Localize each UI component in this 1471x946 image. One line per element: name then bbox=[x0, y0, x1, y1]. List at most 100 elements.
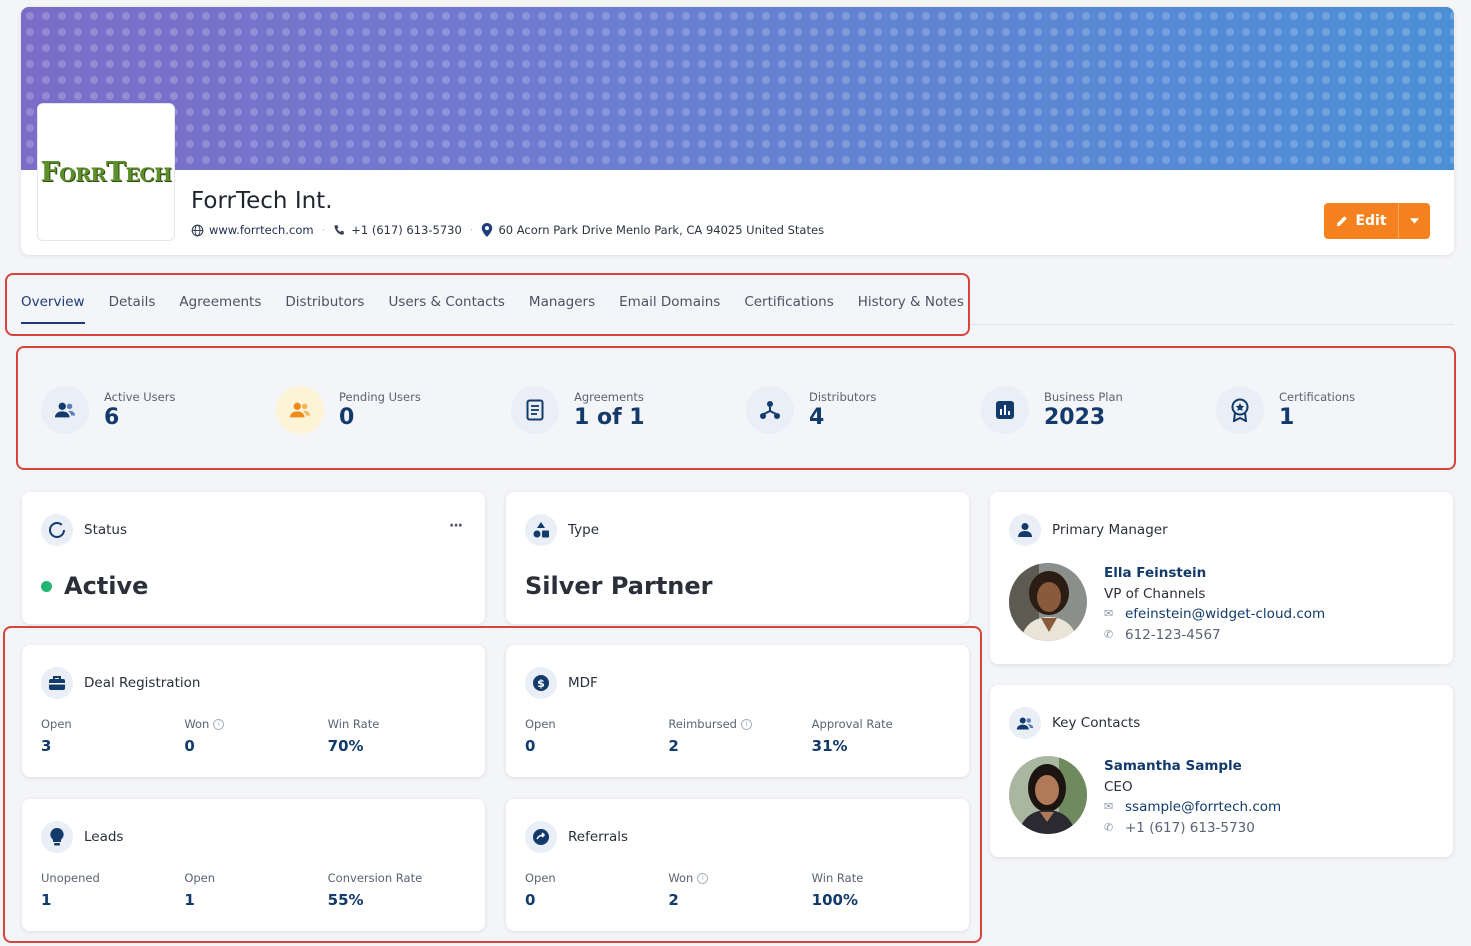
company-logo: ForrTech bbox=[37, 103, 175, 241]
company-name: ForrTech Int. bbox=[191, 188, 333, 214]
metric-win-rate: Win Rate 100% bbox=[811, 871, 864, 909]
badge-icon bbox=[1216, 386, 1264, 434]
contact-info: Samantha Sample CEO ✉ ssample@forrtech.co… bbox=[1104, 756, 1281, 838]
cover-banner bbox=[21, 7, 1454, 170]
stat-pending-users: Pending Users 0 bbox=[276, 386, 421, 434]
status-text: Active bbox=[64, 572, 149, 600]
stat-business-plan: Business Plan 2023 bbox=[981, 386, 1123, 434]
stat-certifications: Certifications 1 bbox=[1216, 386, 1355, 434]
briefcase-icon bbox=[41, 667, 73, 699]
leads-card: Leads Unopened 1 Open 1 Conversion Rate 55% bbox=[22, 799, 485, 931]
contact-role: CEO bbox=[1104, 778, 1133, 795]
network-icon bbox=[746, 386, 794, 434]
mdf-card: $ MDF Open 0 Reimbursed i 2 Approval Rate 31… bbox=[506, 645, 969, 777]
primary-manager-title: Primary Manager bbox=[1052, 522, 1168, 538]
more-options-button[interactable]: ··· bbox=[449, 518, 463, 534]
tab-agreements[interactable]: Agreements bbox=[179, 294, 262, 310]
avatar bbox=[1009, 756, 1087, 834]
referrals-card: Referrals Open 0 Won i 2 Win Rate 100% bbox=[506, 799, 969, 931]
company-header: ForrTech ForrTech Int. www.forrtech.com … bbox=[21, 7, 1454, 255]
contact-email[interactable]: ssample@forrtech.com bbox=[1125, 799, 1282, 815]
caret-down-icon bbox=[1410, 218, 1419, 224]
manager-name[interactable]: Ella Feinstein bbox=[1104, 565, 1207, 581]
stat-value: 1 of 1 bbox=[574, 405, 645, 430]
info-icon[interactable]: i bbox=[697, 872, 709, 884]
mdf-title: MDF bbox=[568, 675, 598, 691]
phone-icon bbox=[334, 224, 345, 235]
logo-text: ForrTech bbox=[40, 156, 172, 188]
contact-name[interactable]: Samantha Sample bbox=[1104, 758, 1242, 774]
metric-reimbursed: Reimbursed i 2 bbox=[668, 717, 811, 755]
phone-text[interactable]: +1 (617) 613-5730 bbox=[351, 223, 462, 237]
manager-info: Ella Feinstein VP of Channels ✉ efeinstei… bbox=[1104, 563, 1325, 645]
type-value: Silver Partner bbox=[525, 572, 713, 600]
document-icon bbox=[511, 386, 559, 434]
stat-label: Agreements bbox=[574, 390, 644, 404]
tab-distributors[interactable]: Distributors bbox=[285, 294, 365, 310]
metric-open: Open 0 bbox=[525, 871, 556, 909]
tab-bar: Overview Details Agreements Distributors… bbox=[21, 294, 988, 324]
referrals-title: Referrals bbox=[568, 829, 629, 845]
tab-managers[interactable]: Managers bbox=[528, 294, 596, 310]
stat-value: 4 bbox=[809, 405, 825, 430]
deal-registration-title: Deal Registration bbox=[84, 675, 201, 691]
person-icon bbox=[1009, 514, 1041, 546]
tab-divider bbox=[970, 324, 1454, 325]
users-icon bbox=[41, 386, 89, 434]
mail-icon: ✉ bbox=[1104, 607, 1114, 620]
stat-label: Active Users bbox=[104, 390, 176, 404]
metric-won: Won i 0 bbox=[184, 717, 327, 755]
type-card: Type Silver Partner bbox=[506, 492, 969, 624]
deal-registration-card: Deal Registration Open 3 Won i 0 Win Rate 70… bbox=[22, 645, 485, 777]
manager-email[interactable]: efeinstein@widget-cloud.com bbox=[1125, 606, 1326, 622]
website-link[interactable]: www.forrtech.com bbox=[209, 223, 314, 237]
leads-title: Leads bbox=[84, 829, 124, 845]
contacts-icon bbox=[1009, 707, 1041, 739]
key-contacts-title: Key Contacts bbox=[1052, 715, 1141, 731]
stat-value: 0 bbox=[339, 405, 355, 430]
manager-phone[interactable]: 612-123-4567 bbox=[1125, 626, 1221, 643]
tab-email-domains[interactable]: Email Domains bbox=[619, 294, 721, 310]
stat-label: Business Plan bbox=[1044, 390, 1123, 404]
phone-icon: ✆ bbox=[1104, 820, 1114, 834]
stat-label: Pending Users bbox=[339, 390, 421, 404]
stat-active-users: Active Users 6 bbox=[41, 386, 175, 434]
status-card: Status ··· Active bbox=[22, 492, 485, 624]
referral-icon bbox=[525, 821, 557, 853]
metric-approval-rate: Approval Rate 31% bbox=[811, 717, 893, 755]
status-dot bbox=[41, 580, 52, 592]
status-ring-icon bbox=[41, 514, 73, 546]
key-contacts-card: Key Contacts Samantha Sample CEO ✉ ssampl… bbox=[990, 685, 1453, 857]
company-meta: www.forrtech.com · +1 (617) 613-5730 · 6… bbox=[191, 223, 824, 237]
status-title: Status bbox=[84, 522, 128, 538]
edit-label: Edit bbox=[1355, 213, 1387, 229]
metric-open: Open 1 bbox=[184, 871, 216, 909]
stat-label: Distributors bbox=[809, 390, 877, 404]
avatar bbox=[1009, 563, 1087, 641]
tab-users-contacts[interactable]: Users & Contacts bbox=[388, 294, 505, 310]
info-icon[interactable]: i bbox=[213, 718, 225, 730]
tab-certifications[interactable]: Certifications bbox=[744, 294, 834, 310]
tab-overview[interactable]: Overview bbox=[21, 294, 85, 324]
phone-icon: ✆ bbox=[1104, 627, 1114, 641]
pencil-icon bbox=[1337, 215, 1348, 226]
contact-phone[interactable]: +1 (617) 613-5730 bbox=[1125, 819, 1255, 836]
stat-value: 6 bbox=[104, 405, 120, 430]
location-pin-icon bbox=[482, 223, 493, 237]
primary-manager-card: Primary Manager Ella Feinstein VP of Cha… bbox=[990, 492, 1453, 664]
stat-agreements: Agreements 1 of 1 bbox=[511, 386, 645, 434]
edit-button[interactable]: Edit bbox=[1324, 203, 1398, 239]
edit-dropdown-toggle[interactable] bbox=[1398, 203, 1430, 239]
chart-icon bbox=[981, 386, 1029, 434]
metric-win-rate: Win Rate 70% bbox=[327, 717, 380, 755]
info-icon[interactable]: i bbox=[740, 718, 752, 730]
type-title: Type bbox=[568, 522, 600, 538]
stat-label: Certifications bbox=[1279, 390, 1356, 404]
svg-text:$: $ bbox=[537, 677, 545, 690]
metric-open: Open 0 bbox=[525, 717, 556, 755]
tab-details[interactable]: Details bbox=[108, 294, 156, 310]
metric-open: Open 3 bbox=[41, 717, 72, 755]
tab-history-notes[interactable]: History & Notes bbox=[857, 294, 964, 310]
address-text: 60 Acorn Park Drive Menlo Park, CA 94025… bbox=[498, 223, 825, 237]
lightbulb-icon bbox=[41, 821, 73, 853]
